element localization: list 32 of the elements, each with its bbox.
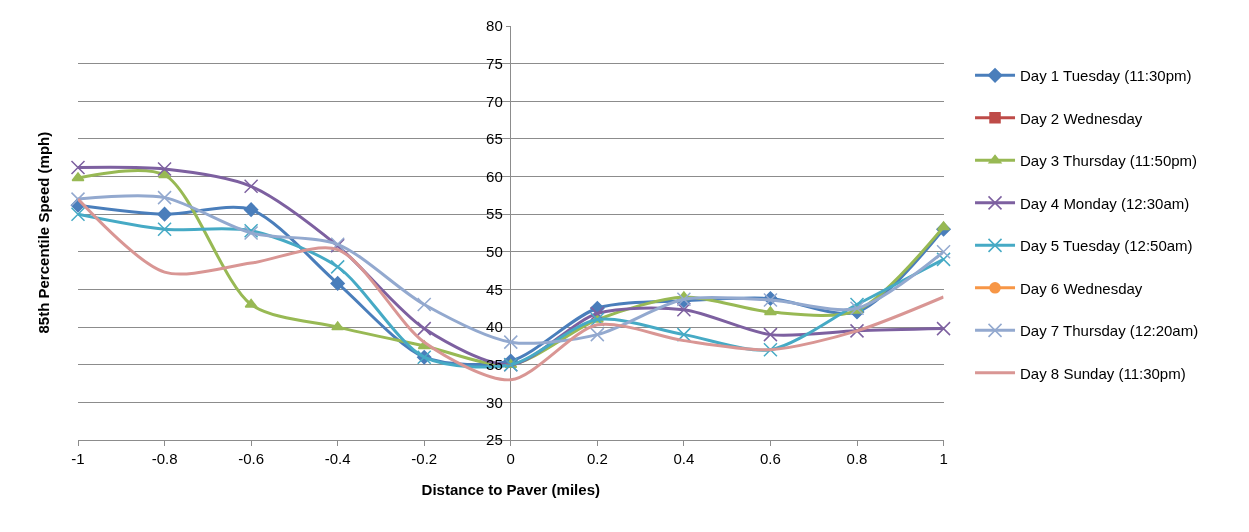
y-tick-label: 80 [486, 17, 503, 35]
x-tick-label: 0.2 [586, 450, 608, 467]
legend-label: Day 6 Wednesday [1020, 279, 1143, 297]
y-tick-label: 40 [486, 318, 503, 336]
legend-label: Day 8 Sunday (11:30pm) [1020, 364, 1186, 382]
x-tick-label: -0.2 [411, 450, 438, 467]
y-tick-label: 60 [486, 167, 503, 185]
y-tick-label: 75 [486, 54, 503, 72]
x-tick-label: 1 [939, 450, 948, 467]
x-axis-title: Distance to Paver (miles) [421, 481, 600, 498]
legend-label: Day 1 Tuesday (11:30pm) [1020, 67, 1192, 85]
x-tick-label: 0.8 [846, 450, 868, 467]
x-tick-label: -0.4 [324, 450, 351, 467]
legend-label: Day 4 Monday (12:30am) [1020, 194, 1190, 212]
y-tick-label: 55 [486, 205, 503, 223]
y-axis-title: 85th Percentile Speed (mph) [34, 131, 52, 334]
x-tick-label: 0.6 [760, 450, 781, 467]
x-tick-label: 0.4 [673, 450, 695, 467]
y-tick-label: 65 [486, 130, 503, 148]
legend-label: Day 5 Tuesday (12:50am) [1020, 237, 1193, 255]
y-tick-label: 70 [486, 92, 503, 110]
y-tick-label: 50 [486, 243, 503, 261]
legend-label: Day 3 Thursday (11:50pm) [1020, 152, 1198, 170]
x-tick-label: -0.6 [238, 450, 265, 467]
y-tick-label: 45 [486, 280, 503, 298]
x-tick-label: 0 [506, 450, 515, 467]
y-tick-label: 25 [486, 431, 503, 449]
x-tick-label: -0.8 [151, 450, 178, 467]
legend-label: Day 7 Thursday (12:20am) [1020, 322, 1199, 340]
y-tick-label: 30 [486, 393, 503, 411]
legend-label: Day 2 Wednesday [1020, 109, 1143, 127]
x-tick-label: -1 [71, 450, 85, 467]
